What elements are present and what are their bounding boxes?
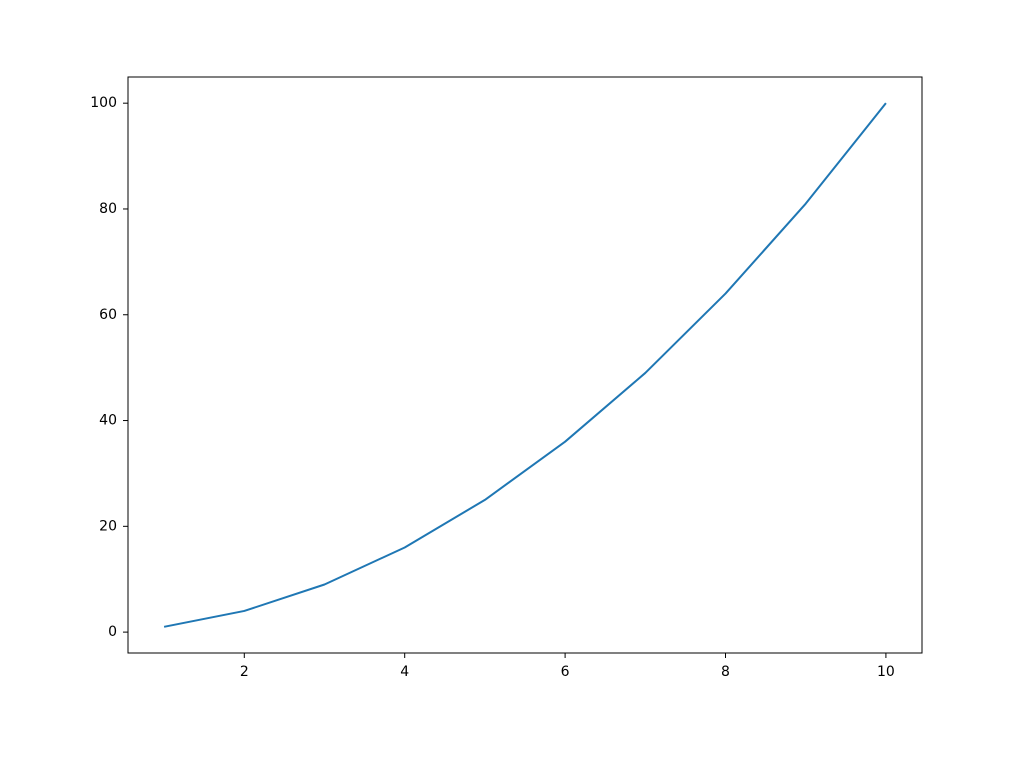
y-tick-label: 60 xyxy=(99,307,117,323)
y-tick-label: 80 xyxy=(99,201,117,217)
x-tick-label: 10 xyxy=(877,664,895,680)
x-tick-label: 4 xyxy=(400,664,409,680)
x-tick-label: 8 xyxy=(721,664,730,680)
x-tick-label: 6 xyxy=(561,664,570,680)
chart-container: 2 4 6 8 10 0 20 40 60 80 100 xyxy=(0,0,1024,768)
x-tick-label: 2 xyxy=(240,664,249,680)
y-tick-label: 40 xyxy=(99,413,117,429)
line-chart: 2 4 6 8 10 0 20 40 60 80 100 xyxy=(0,0,1024,768)
y-tick-label: 100 xyxy=(90,95,117,111)
y-tick-label: 20 xyxy=(99,518,117,534)
y-tick-label: 0 xyxy=(108,624,117,640)
